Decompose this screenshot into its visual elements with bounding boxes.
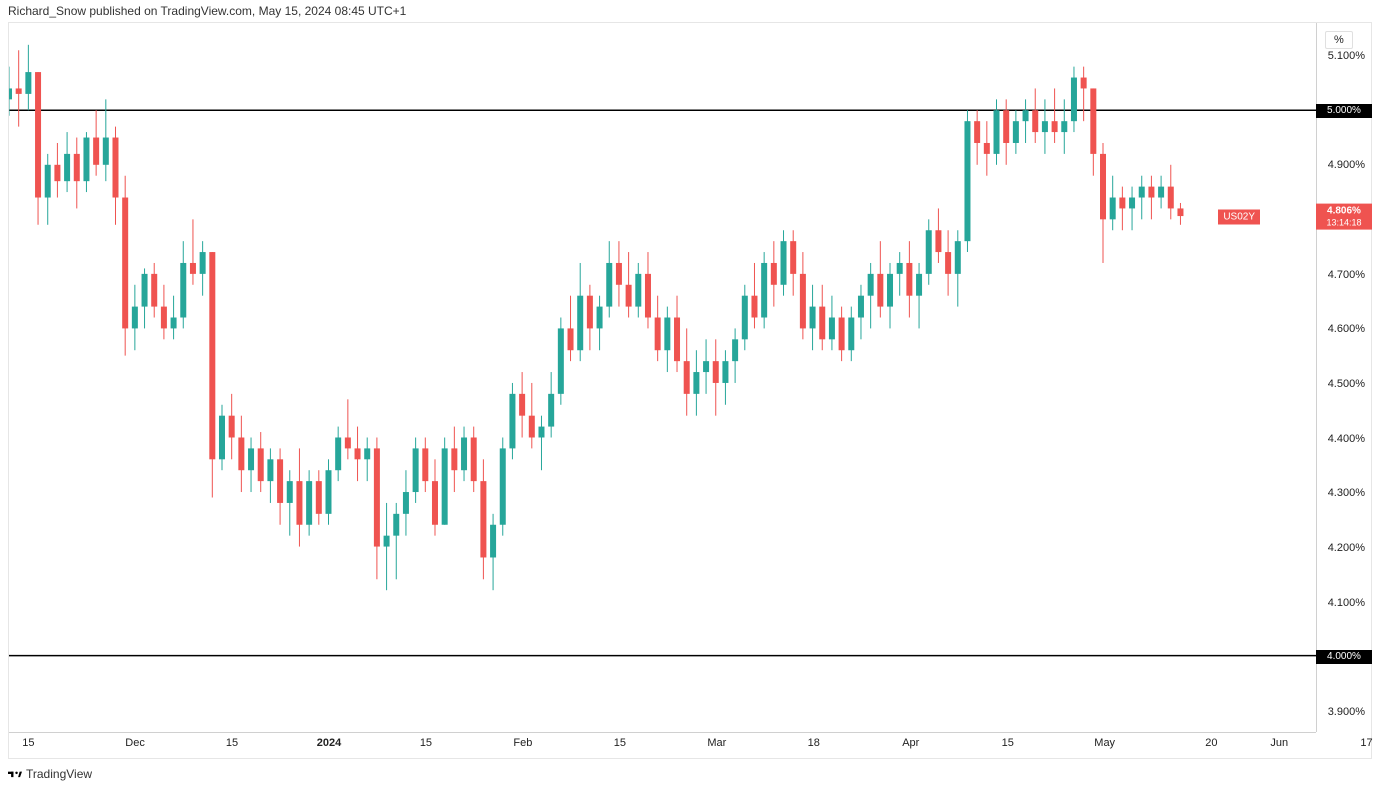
- y-tick: 4.600%: [1328, 323, 1365, 335]
- footer-brand: TradingView: [26, 767, 92, 781]
- x-tick: Jun: [1270, 737, 1288, 749]
- y-axis-unit: %: [1325, 31, 1353, 49]
- x-tick: 20: [1205, 737, 1217, 749]
- footer: TradingView: [8, 767, 92, 781]
- y-axis[interactable]: % 5.100% 4.900% 4.700% 4.600% 4.500% 4.400% 4.…: [1316, 23, 1371, 732]
- y-level-box: 5.000%: [1316, 104, 1372, 118]
- x-tick: May: [1094, 737, 1115, 749]
- x-tick: Mar: [707, 737, 726, 749]
- x-tick: 15: [226, 737, 238, 749]
- x-tick: Apr: [902, 737, 919, 749]
- x-tick: Dec: [125, 737, 145, 749]
- x-tick: 18: [808, 737, 820, 749]
- candlestick-svg: [9, 23, 1316, 732]
- y-tick: 4.100%: [1328, 597, 1365, 609]
- price-tag: 4.806%13:14:18: [1316, 203, 1372, 230]
- chart-header: Richard_Snow published on TradingView.co…: [8, 4, 406, 18]
- y-tick: 4.900%: [1328, 159, 1365, 171]
- x-tick: Feb: [513, 737, 532, 749]
- y-tick: 4.700%: [1328, 269, 1365, 281]
- x-tick: 15: [1002, 737, 1014, 749]
- x-tick: 15: [420, 737, 432, 749]
- x-tick: 17: [1360, 737, 1372, 749]
- y-tick: 4.200%: [1328, 542, 1365, 554]
- chart-container: US02Y % 5.100% 4.900% 4.700% 4.600% 4.500% 4.…: [8, 22, 1372, 759]
- tradingview-logo-icon: [8, 767, 22, 781]
- y-tick: 3.900%: [1328, 706, 1365, 718]
- x-axis[interactable]: 15Dec15202415Feb15Mar18Apr15May20Jun17: [9, 732, 1316, 758]
- y-tick: 4.500%: [1328, 378, 1365, 390]
- y-tick: 4.400%: [1328, 433, 1365, 445]
- symbol-tag: US02Y: [1218, 209, 1260, 224]
- y-tick: 5.100%: [1328, 50, 1365, 62]
- x-tick: 15: [22, 737, 34, 749]
- chart-plot[interactable]: US02Y: [9, 23, 1316, 732]
- y-level-box: 4.000%: [1316, 650, 1372, 664]
- x-tick: 2024: [317, 737, 341, 749]
- x-tick: 15: [614, 737, 626, 749]
- y-tick: 4.300%: [1328, 487, 1365, 499]
